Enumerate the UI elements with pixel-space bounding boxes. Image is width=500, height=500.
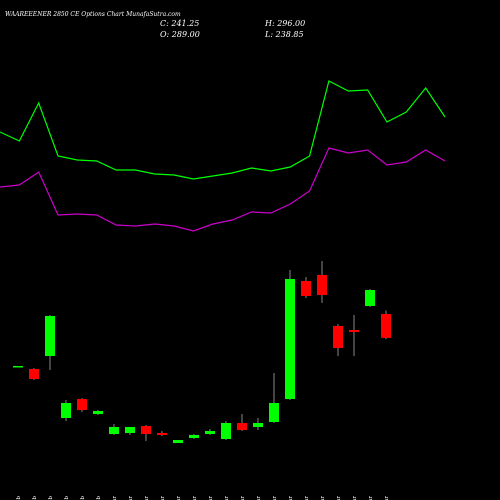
- candle-body: [29, 369, 39, 379]
- x-tick-label: 04 Mar: [128, 496, 134, 500]
- x-tick-label: 19 Mar: [288, 496, 294, 500]
- candle-body: [141, 426, 151, 434]
- candle-body: [189, 435, 199, 438]
- candle-body: [173, 440, 183, 443]
- candle-body: [333, 326, 343, 348]
- low-label: L: 238.85: [264, 30, 304, 39]
- x-tick-label: 11 Mar: [208, 496, 214, 500]
- candle-body: [365, 290, 375, 306]
- x-tick-label: 27 Mar: [384, 496, 390, 500]
- candle-body: [269, 403, 279, 422]
- candle-body: [77, 399, 87, 410]
- x-tick-label: 03 Mar: [112, 496, 118, 500]
- candle-body: [205, 431, 215, 434]
- x-tick-label: 21 Mar: [320, 496, 326, 500]
- candle-body: [93, 411, 103, 414]
- candle-body: [61, 403, 71, 418]
- candle-body: [381, 314, 391, 338]
- x-tick-label: 13 Mar: [240, 496, 246, 500]
- candle-body: [109, 427, 119, 434]
- x-tick-label: 27 Feb: [80, 496, 86, 500]
- candle-body: [301, 281, 311, 296]
- x-tick-label: 20 Mar: [304, 496, 310, 500]
- x-tick-label: 25 Mar: [352, 496, 358, 500]
- candle-body: [45, 316, 55, 356]
- x-tick-label: 28 Feb: [96, 496, 102, 500]
- x-tick-label: 26 Mar: [368, 496, 374, 500]
- chart-title: WAAREEENER 2850 CE Options Chart MunafaS…: [5, 11, 181, 18]
- x-tick-label: 24 Mar: [336, 496, 342, 500]
- close-label: C: 241.25: [160, 19, 199, 28]
- x-tick-label: 21 Feb: [32, 496, 38, 500]
- candle-body: [237, 423, 247, 430]
- x-tick-label: 17 Mar: [256, 496, 262, 500]
- candle-body: [349, 330, 359, 332]
- x-tick-label: 10 Mar: [192, 496, 198, 500]
- candle-body: [13, 366, 23, 368]
- high-label: H: 296.00: [264, 19, 305, 28]
- x-tick-label: 25 Feb: [64, 496, 70, 500]
- candle-body: [221, 423, 231, 439]
- candle-body: [125, 427, 135, 433]
- indicator-line: [0, 147, 446, 232]
- x-tick-label: 24 Feb: [48, 496, 54, 500]
- candle-body: [285, 279, 295, 399]
- candle-body: [317, 275, 327, 295]
- x-tick-label: 05 Mar: [144, 496, 150, 500]
- x-tick-label: 06 Mar: [160, 496, 166, 500]
- x-tick-label: 20 Feb: [16, 496, 22, 500]
- x-tick-label: 12 Mar: [224, 496, 230, 500]
- candle-body: [253, 423, 263, 427]
- open-label: O: 289.00: [160, 30, 200, 39]
- x-tick-label: 18 Mar: [272, 496, 278, 500]
- x-tick-label: 07 Mar: [176, 496, 182, 500]
- candle-body: [157, 433, 167, 435]
- indicator-line: [0, 80, 446, 180]
